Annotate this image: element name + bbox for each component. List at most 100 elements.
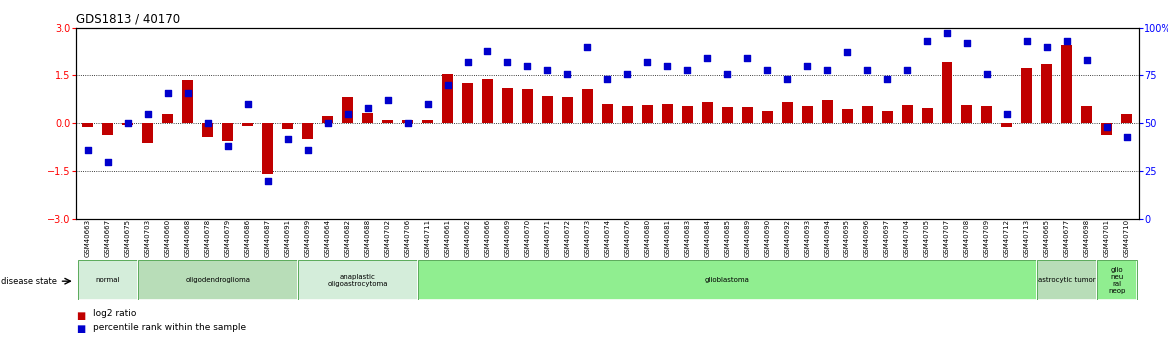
Bar (482, 79, 493, 123)
Text: GSM40679: GSM40679 (224, 219, 231, 257)
Text: ■: ■ (76, 324, 85, 334)
Text: GSM40709: GSM40709 (983, 219, 990, 257)
Point (598, 77, 617, 82)
Point (857, 67, 876, 72)
Bar (382, 119, 394, 123)
Text: GSM40660: GSM40660 (165, 219, 171, 257)
Bar (722, 107, 732, 123)
Point (339, 111, 357, 117)
Bar (123, 123, 133, 125)
Text: GSM40676: GSM40676 (625, 219, 631, 257)
Text: log2 ratio: log2 ratio (93, 309, 137, 318)
Bar (801, 106, 813, 123)
Point (359, 105, 377, 111)
Bar (602, 104, 613, 123)
Text: GSM40682: GSM40682 (345, 219, 350, 257)
Text: GSM40681: GSM40681 (665, 219, 670, 257)
Point (438, 82, 457, 88)
Point (698, 56, 717, 61)
Bar (298, 260, 418, 300)
Text: GSM40663: GSM40663 (85, 219, 91, 257)
Bar (1082, 106, 1092, 123)
Bar (842, 109, 853, 123)
Text: GSM40705: GSM40705 (924, 219, 930, 257)
Text: GSM40667: GSM40667 (105, 219, 111, 257)
Text: GSM40698: GSM40698 (1084, 219, 1090, 257)
Point (319, 120, 338, 126)
Text: GSM40677: GSM40677 (1064, 219, 1070, 257)
Point (139, 111, 158, 117)
Text: GSM40674: GSM40674 (604, 219, 611, 257)
Bar (283, 123, 293, 129)
Bar (103, 123, 113, 135)
Point (1078, 57, 1097, 63)
Bar (682, 106, 693, 123)
Bar (542, 96, 552, 123)
Point (199, 120, 217, 126)
Point (938, 31, 957, 36)
Point (398, 120, 417, 126)
Text: glioblastoma: glioblastoma (704, 277, 750, 283)
Text: GSM40695: GSM40695 (844, 219, 850, 257)
Point (1037, 44, 1056, 49)
Point (1098, 125, 1117, 130)
Text: GSM40665: GSM40665 (1044, 219, 1050, 257)
Bar (1001, 123, 1013, 127)
Bar (922, 108, 932, 123)
Text: GSM40689: GSM40689 (744, 219, 750, 257)
Text: GSM40692: GSM40692 (784, 219, 791, 257)
Point (98, 159, 117, 165)
Bar (502, 88, 513, 123)
Bar (78, 260, 138, 300)
Text: normal: normal (96, 277, 120, 283)
Point (418, 101, 437, 107)
Text: GSM40661: GSM40661 (445, 219, 451, 257)
Text: ■: ■ (76, 310, 85, 321)
Bar (138, 260, 298, 300)
Bar (263, 123, 273, 174)
Text: disease state: disease state (1, 277, 57, 286)
Point (538, 67, 557, 72)
Point (1118, 134, 1136, 139)
Point (618, 71, 637, 76)
Point (718, 71, 737, 76)
Point (298, 147, 317, 153)
Point (258, 178, 277, 184)
Bar (582, 89, 593, 123)
Text: GSM40664: GSM40664 (325, 219, 331, 257)
Text: astrocytic tumor: astrocytic tumor (1038, 277, 1096, 283)
Text: percentile rank within the sample: percentile rank within the sample (93, 323, 246, 332)
Text: GSM40662: GSM40662 (465, 219, 471, 257)
Text: GSM40690: GSM40690 (764, 219, 770, 257)
Bar (303, 123, 313, 139)
Text: GDS1813 / 40170: GDS1813 / 40170 (76, 12, 180, 25)
Point (918, 38, 937, 44)
Text: GSM40678: GSM40678 (204, 219, 210, 257)
Bar (182, 80, 193, 123)
Point (877, 77, 896, 82)
Text: oligodendroglioma: oligodendroglioma (186, 277, 250, 283)
Point (278, 136, 297, 141)
Text: GSM40708: GSM40708 (964, 219, 969, 257)
Text: GSM40668: GSM40668 (185, 219, 190, 257)
Text: GSM40693: GSM40693 (804, 219, 811, 257)
Text: GSM40694: GSM40694 (825, 219, 830, 257)
Text: GSM40688: GSM40688 (364, 219, 370, 257)
Bar (322, 116, 333, 123)
Bar (562, 97, 572, 123)
Point (458, 59, 477, 65)
Bar (642, 105, 653, 123)
Bar (162, 115, 173, 123)
Text: GSM40680: GSM40680 (645, 219, 651, 257)
Text: GSM40672: GSM40672 (564, 219, 570, 257)
Text: GSM40684: GSM40684 (704, 219, 710, 257)
Point (1057, 38, 1076, 44)
Text: GSM40696: GSM40696 (864, 219, 870, 257)
Bar (1097, 260, 1136, 300)
Bar (902, 105, 912, 123)
Text: GSM40691: GSM40691 (285, 219, 291, 257)
Point (958, 40, 976, 46)
Text: GSM40699: GSM40699 (305, 219, 311, 257)
Bar (781, 102, 793, 123)
Bar (342, 97, 353, 123)
